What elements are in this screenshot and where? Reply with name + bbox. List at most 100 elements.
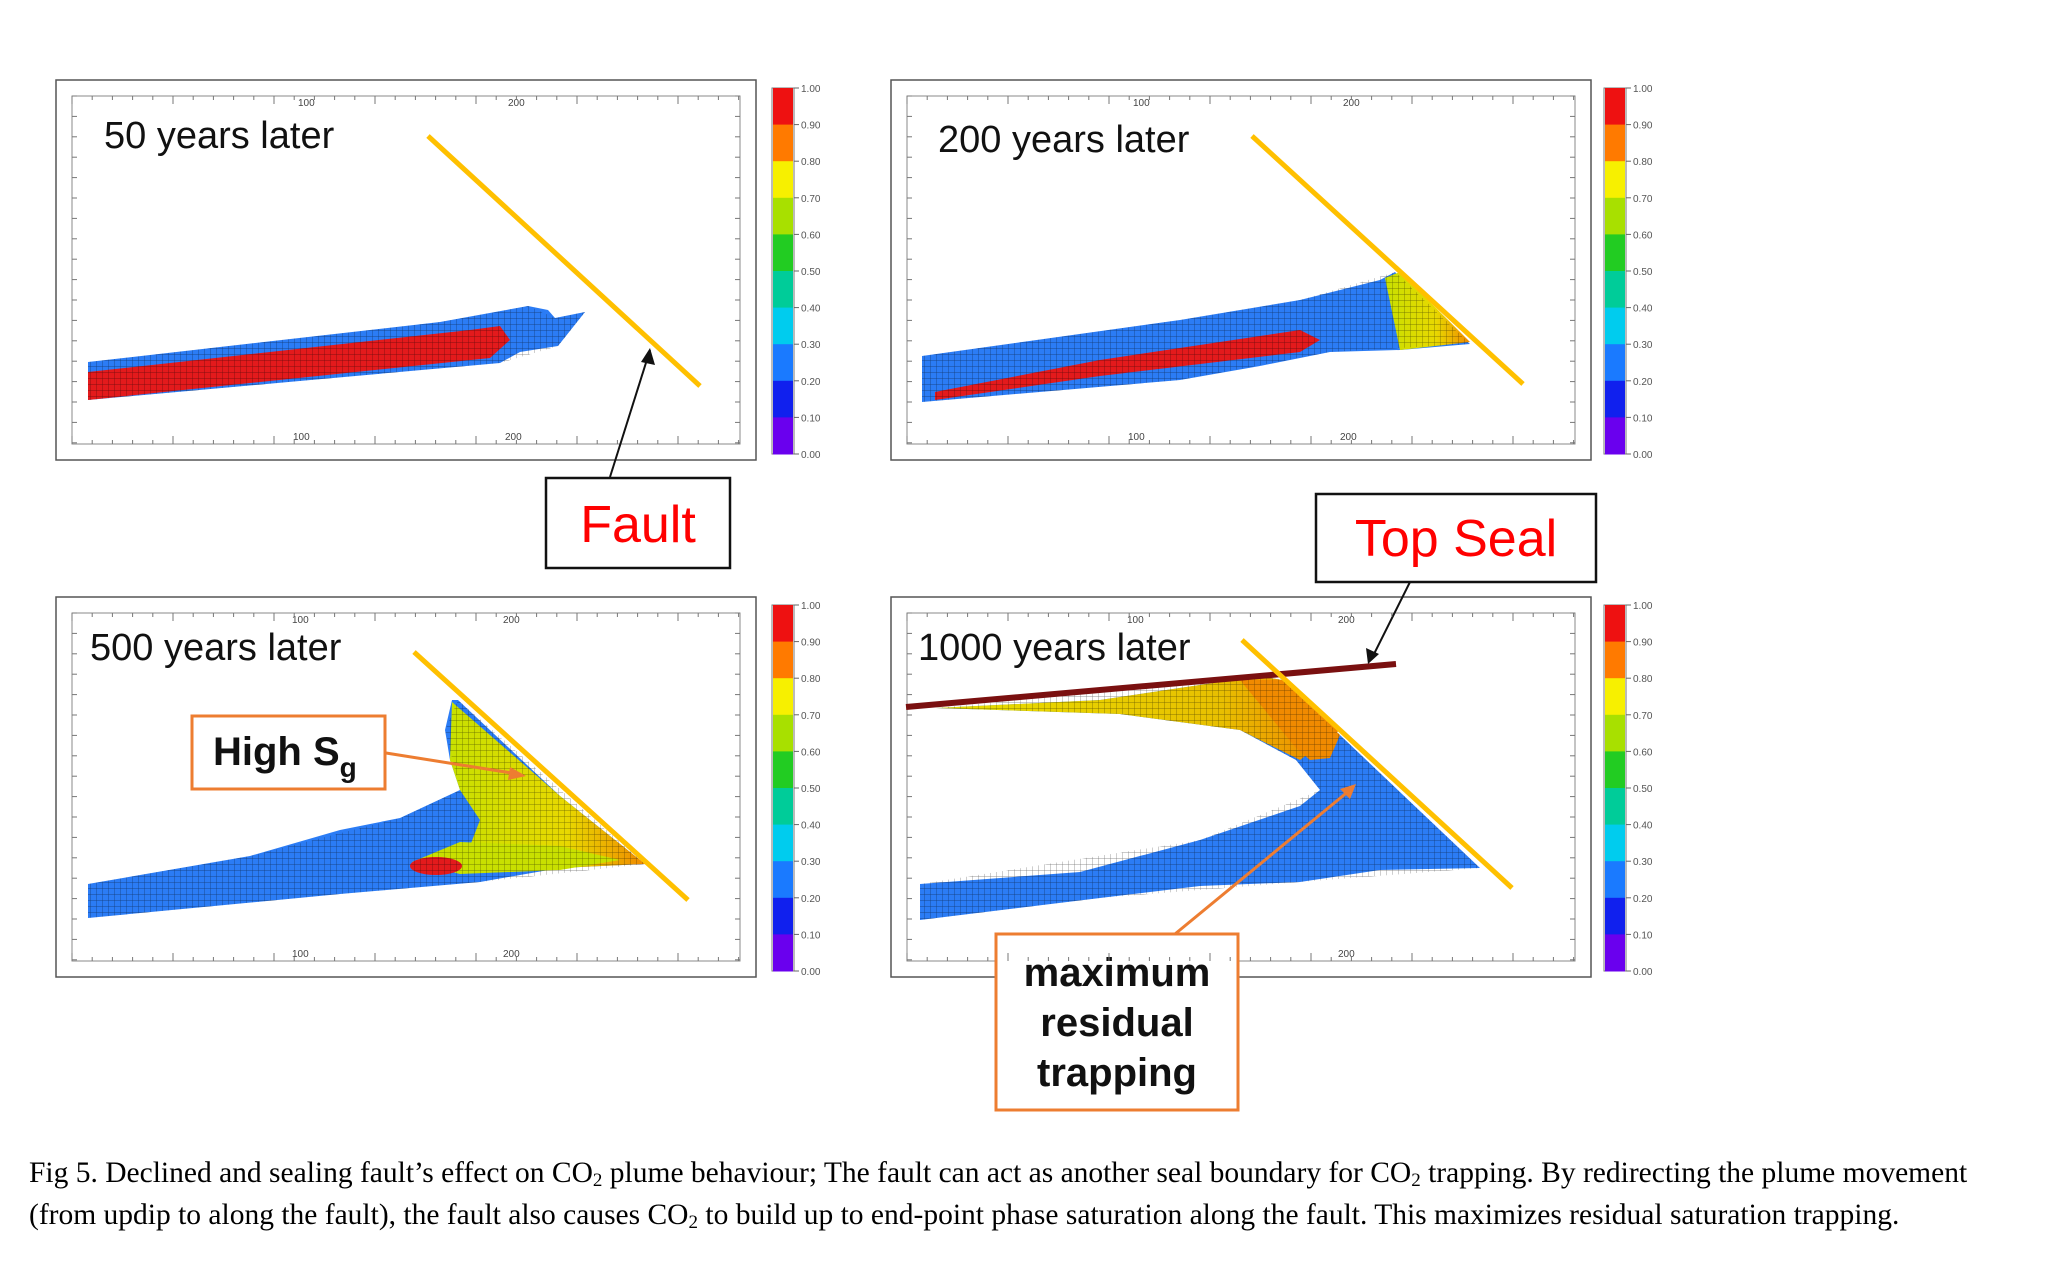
colorbar-swatch xyxy=(1605,897,1625,935)
colorbar-tick-label: 1.00 xyxy=(801,601,821,612)
trapping-callout-box xyxy=(994,932,1240,1112)
colorbar-tick-label: 0.60 xyxy=(1633,230,1653,241)
colorbars-and-ticks: 1.00 0.90 0.80 0.70 0.60 0.50 0.40 0.30 0.20 0.10… xyxy=(71,84,1653,978)
co2-plume-mesh xyxy=(922,272,1470,402)
fault-callout-label: Fault xyxy=(580,496,696,554)
arrow-head xyxy=(1366,648,1379,664)
co2-plume-mesh xyxy=(88,700,645,918)
panel-time-label: 1000 years later xyxy=(918,627,1191,669)
top-seal-line xyxy=(905,661,1397,710)
top-seal-arrow xyxy=(1371,581,1411,659)
figure-caption: Fig 5. Declined and sealing fault’s effe… xyxy=(29,1157,1968,1233)
colorbar-swatch xyxy=(773,641,793,679)
colorbar-tick-label: 0.90 xyxy=(1633,638,1653,649)
top-tick-label: 200 xyxy=(1343,98,1360,109)
panel-200-years: 100 200 100 200 200 years later xyxy=(890,79,1627,461)
colorbar-swatch xyxy=(1605,641,1625,679)
colorbar-swatch xyxy=(1605,124,1625,162)
colorbar-tick-label: 0.10 xyxy=(1633,413,1653,424)
panel-frame xyxy=(890,596,1592,978)
bottom-tick-label: 100 xyxy=(293,432,310,443)
top-tick-label: 200 xyxy=(508,98,525,109)
colorbar-tick-label: 1.00 xyxy=(1633,601,1653,612)
trapping-arrow xyxy=(1174,788,1351,936)
colorbar-swatch xyxy=(1605,824,1625,862)
colorbar-swatch xyxy=(1605,161,1625,199)
colorbar-tick-label: 0.40 xyxy=(1633,304,1653,315)
colorbar-tick-label: 0.70 xyxy=(1633,194,1653,205)
colorbar-tick-label: 0.20 xyxy=(801,377,821,388)
top-tick-label: 200 xyxy=(503,615,520,626)
colorbar-swatch xyxy=(773,271,793,309)
arrow-head xyxy=(641,348,655,365)
colorbar-swatch xyxy=(773,788,793,826)
bottom-tick-label: 100 xyxy=(1128,432,1145,443)
colorbar-tick-label: 0.40 xyxy=(1633,821,1653,832)
co2-plume-mesh xyxy=(920,676,1480,920)
colorbar-tick-label: 1.00 xyxy=(801,84,821,95)
colorbar-swatch xyxy=(773,124,793,162)
trapping-callout-line: trapping xyxy=(1037,1051,1197,1095)
colorbar-tick-label: 0.40 xyxy=(801,821,821,832)
colorbar-tick-label: 0.00 xyxy=(801,450,821,461)
bottom-tick-label: 100 xyxy=(292,949,309,960)
colorbar-tick-label: 0.60 xyxy=(801,230,821,241)
colorbar-swatch xyxy=(773,197,793,235)
colorbar-swatch xyxy=(1605,678,1625,716)
colorbar-tick-label: 0.50 xyxy=(801,267,821,278)
colorbar-tick-label: 0.70 xyxy=(1633,711,1653,722)
panel-frame xyxy=(55,596,757,978)
colorbar-tick-label: 0.10 xyxy=(801,930,821,941)
top-seal-callout-box xyxy=(1314,492,1598,584)
colorbar-swatch xyxy=(1605,234,1625,272)
top-seal-callout: Top Seal xyxy=(1314,492,1598,664)
colorbar-tick-label: 0.60 xyxy=(801,747,821,758)
panel-50-years: 100 200 100 200 50 years later xyxy=(55,79,795,461)
colorbar-tick-label: 0.30 xyxy=(1633,857,1653,868)
colorbar-swatch xyxy=(773,824,793,862)
colorbar-tick-label: 0.30 xyxy=(1633,340,1653,351)
colorbar-tick-label: 0.80 xyxy=(801,674,821,685)
colorbar-swatch xyxy=(773,234,793,272)
panel-time-label: 50 years later xyxy=(104,115,335,157)
top-tick-label: 200 xyxy=(1338,615,1355,626)
fault-line xyxy=(426,134,702,388)
colorbar-swatch xyxy=(1605,934,1625,972)
colorbar-tick-label: 0.00 xyxy=(1633,450,1653,461)
panel-time-label: 500 years later xyxy=(90,627,342,669)
panel-inner-frame xyxy=(906,95,1576,445)
panel-inner-frame xyxy=(906,612,1576,962)
panel-time-label: 200 years later xyxy=(938,119,1190,161)
colorbar-tick-label: 0.40 xyxy=(801,304,821,315)
colorbar-swatch xyxy=(773,714,793,752)
top-tick-label: 100 xyxy=(292,615,309,626)
high-sg-callout: High Sg xyxy=(190,714,526,791)
fault-line xyxy=(412,650,690,902)
colorbar-swatch xyxy=(1605,88,1625,126)
colorbar-swatch xyxy=(1605,271,1625,309)
panel-frame xyxy=(55,79,757,461)
colorbar-tick-label: 0.80 xyxy=(1633,674,1653,685)
colorbar-tick-label: 0.10 xyxy=(801,413,821,424)
colorbar-swatch xyxy=(1605,307,1625,345)
colorbar-tick-label: 0.00 xyxy=(801,967,821,978)
co2-plume-mesh xyxy=(88,306,585,400)
colorbar-swatch xyxy=(773,307,793,345)
panel-inner-frame xyxy=(71,95,741,445)
high-sg-callout-label: High Sg xyxy=(213,730,357,783)
colorbar-swatch xyxy=(1605,197,1625,235)
colorbar-swatch xyxy=(1605,714,1625,752)
colorbar-tick-label: 1.00 xyxy=(1633,84,1653,95)
fault-callout-box xyxy=(544,476,732,570)
fault-line xyxy=(1240,638,1514,890)
colorbar-swatch xyxy=(773,344,793,382)
fault-callout: Fault xyxy=(544,348,732,570)
colorbar-tick-label: 0.10 xyxy=(1633,930,1653,941)
colorbar-swatch xyxy=(1605,380,1625,418)
high-sg-callout-box xyxy=(190,714,387,791)
colorbar-swatch xyxy=(773,897,793,935)
fault-arrow xyxy=(609,349,651,478)
high-sg-subscript: g xyxy=(340,752,357,783)
colorbar-tick-label: 0.60 xyxy=(1633,747,1653,758)
panel-inner-frame xyxy=(71,612,741,962)
